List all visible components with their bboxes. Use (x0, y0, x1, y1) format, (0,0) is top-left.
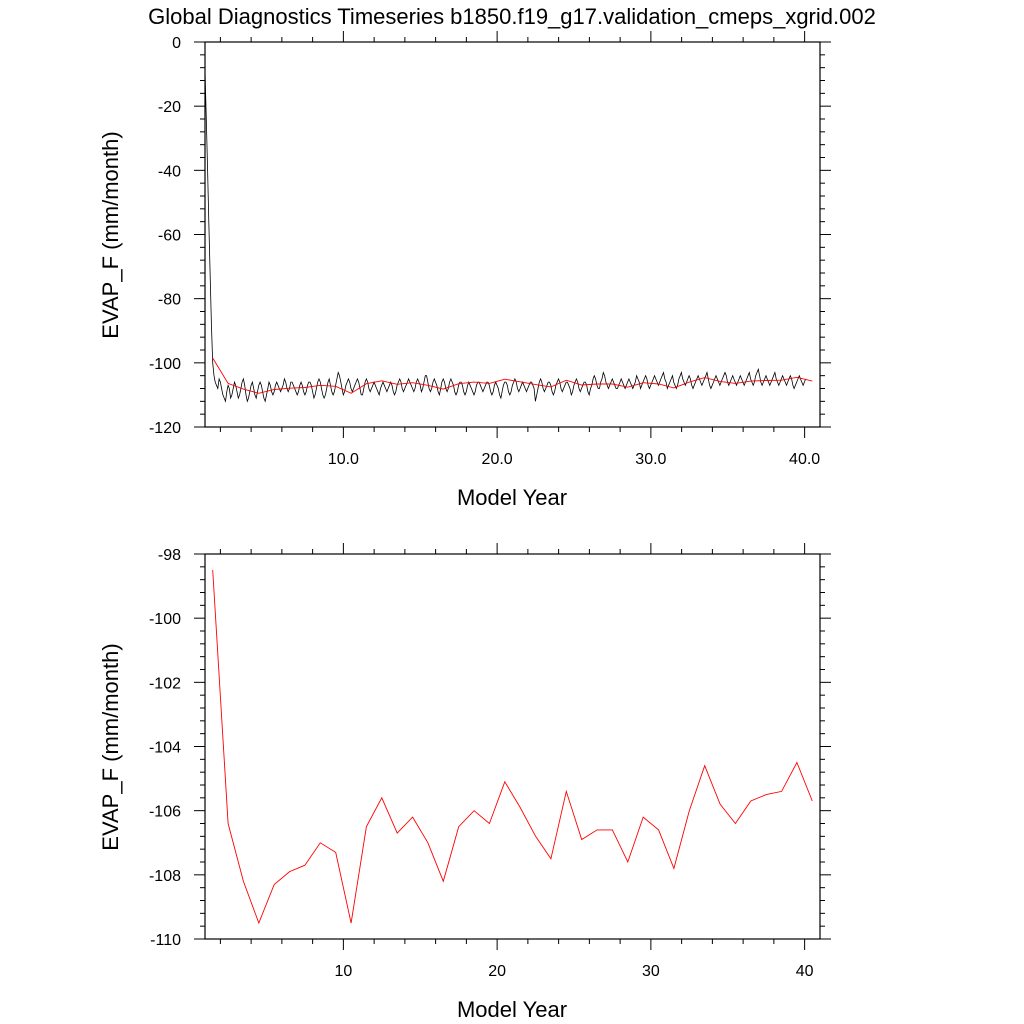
bottom-plot-frame (204, 553, 821, 940)
bottom-x-tick-label: 20 (488, 963, 506, 980)
figure-title: Global Diagnostics Timeseries b1850.f19_… (148, 4, 876, 29)
bottom-y-tick-label: -102 (149, 675, 181, 692)
top-series (204, 70, 813, 403)
top-plot-frame (204, 41, 821, 428)
top-series-line-1-annual (212, 357, 813, 394)
bottom-ticks: -98 -100 -102 -104 -106 -108 -110 10 20 30 40 (149, 543, 831, 980)
top-x-tick-label: 10.0 (328, 451, 359, 468)
top-x-tick-label: 30.0 (635, 451, 666, 468)
top-x-tick-label: 40.0 (789, 451, 820, 468)
bottom-y-tick-label: -98 (158, 547, 181, 564)
top-y-tick-label: -60 (158, 228, 181, 245)
bottom-series (212, 569, 813, 925)
top-ticks: 0 -20 -40 -60 -80 -100 -120 10.0 20.0 30.0 40.0 (149, 31, 831, 468)
top-series-line-0-monthly (204, 70, 807, 403)
top-y-tick-label: -80 (158, 292, 181, 309)
bottom-y-tick-label: -110 (150, 932, 181, 949)
bottom-x-tick-label: 10 (334, 963, 352, 980)
bottom-x-axis-label: Model Year (457, 997, 567, 1022)
bottom-panel: -98 -100 -102 -104 -106 -108 -110 10 20 30 40 Mode… (98, 543, 831, 1022)
top-y-tick-label: -40 (158, 163, 181, 180)
top-y-axis-label: EVAP_F (mm/month) (98, 131, 123, 338)
bottom-y-tick-label: -108 (149, 868, 181, 885)
top-y-tick-label: -100 (149, 356, 181, 373)
bottom-x-tick-label: 30 (642, 963, 660, 980)
top-x-axis-label: Model Year (457, 485, 567, 510)
top-y-tick-label: 0 (172, 35, 181, 52)
top-x-tick-label: 20.0 (482, 451, 513, 468)
top-panel: 0 -20 -40 -60 -80 -100 -120 10.0 20.0 30.0 40.0 Mo… (98, 31, 831, 510)
bottom-y-tick-label: -100 (149, 611, 181, 628)
bottom-y-axis-label: EVAP_F (mm/month) (98, 643, 123, 850)
top-y-tick-label: -20 (158, 99, 181, 116)
bottom-x-tick-label: 40 (796, 963, 814, 980)
bottom-series-line-0-annual (212, 569, 813, 925)
top-y-tick-label: -120 (149, 420, 181, 437)
bottom-y-tick-label: -106 (149, 804, 181, 821)
bottom-y-tick-label: -104 (149, 740, 181, 757)
